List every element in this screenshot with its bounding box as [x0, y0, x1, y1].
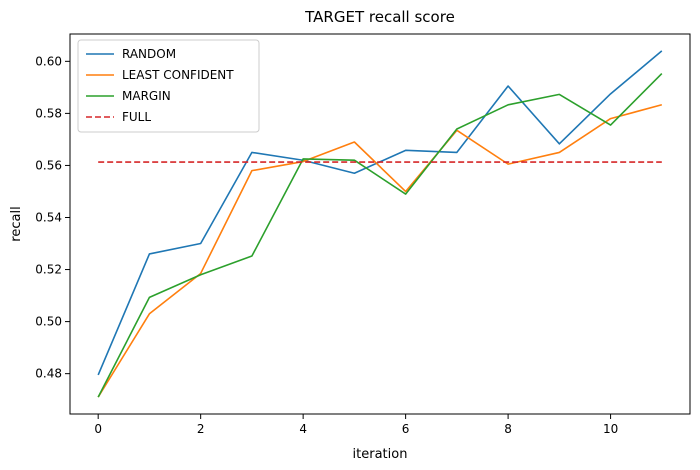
y-tick-label: 0.52	[35, 263, 62, 277]
legend-label: MARGIN	[122, 89, 171, 103]
x-tick-label: 6	[402, 422, 410, 436]
x-tick-label: 8	[504, 422, 512, 436]
legend-label: FULL	[122, 110, 151, 124]
series-line-margin	[97, 72, 663, 398]
x-tick-label: 4	[299, 422, 307, 436]
y-tick-label: 0.56	[35, 158, 62, 172]
legend-box	[77, 39, 260, 133]
y-axis: 0.48 0.50 0.52 0.54 0.56 0.58 0.60	[35, 54, 70, 381]
x-tick-label: 2	[197, 422, 205, 436]
y-tick-label: 0.60	[35, 54, 62, 68]
y-tick-label: 0.48	[35, 367, 62, 381]
x-axis: 0 2 4 6 8 10	[94, 414, 618, 436]
x-axis-label: iteration	[353, 447, 408, 462]
y-tick-label: 0.58	[35, 106, 62, 120]
plot-frame	[69, 33, 691, 415]
legend-label: RANDOM	[122, 47, 176, 61]
plot-area	[97, 50, 663, 398]
y-tick-label: 0.50	[35, 315, 62, 329]
x-tick-label: 0	[94, 422, 102, 436]
y-axis-label: recall	[9, 206, 24, 241]
chart-title: TARGET recall score	[304, 8, 455, 26]
x-tick-label: 10	[603, 422, 618, 436]
y-tick-label: 0.54	[35, 210, 62, 224]
legend: RANDOM LEAST CONFIDENT MARGIN FULL	[77, 39, 260, 133]
series-line-least-confident	[97, 104, 663, 398]
legend-label: LEAST CONFIDENT	[122, 68, 234, 82]
